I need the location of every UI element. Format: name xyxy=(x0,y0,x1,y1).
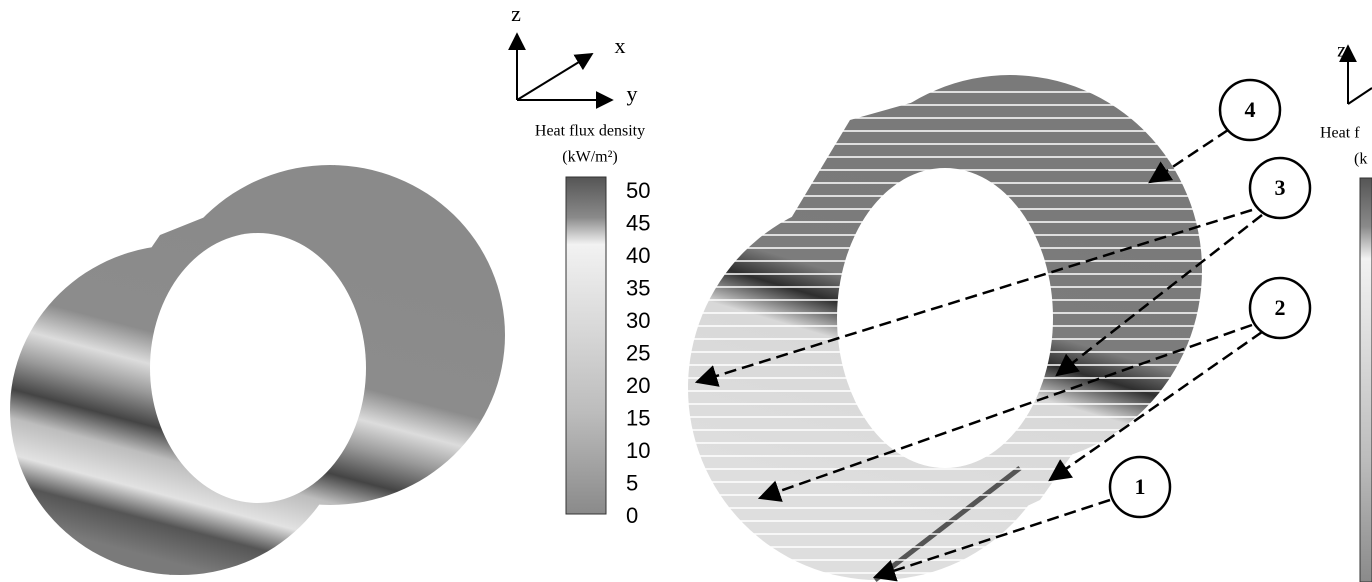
colorbar-unit: (kW/m²) xyxy=(562,149,617,166)
cropped-triad xyxy=(1348,46,1372,104)
callout-label: 4 xyxy=(1245,97,1256,122)
colorbar-tick-label: 25 xyxy=(626,340,650,365)
colorbar xyxy=(1360,178,1372,582)
colorbar-unit: (k xyxy=(1354,151,1367,168)
colorbar-tick-label: 10 xyxy=(626,438,650,463)
colorbar-tick-label: 40 xyxy=(626,243,650,268)
colorbar-title: Heat f xyxy=(1320,125,1360,142)
colorbar xyxy=(566,177,606,514)
colorbar-tick-label: 5 xyxy=(626,470,638,495)
colorbar-tick-label: 45 xyxy=(626,210,650,235)
axis-label: y xyxy=(627,81,638,106)
colorbar-tick-label: 35 xyxy=(626,275,650,300)
axis-label: x xyxy=(615,33,626,58)
colorbar-tick-label: 50 xyxy=(626,178,650,203)
axis-label: z xyxy=(511,1,521,26)
colorbar-tick-label: 15 xyxy=(626,405,650,430)
callout-label: 3 xyxy=(1275,175,1286,200)
colorbar-title: Heat flux density xyxy=(535,123,645,140)
callout-label: 2 xyxy=(1275,295,1286,320)
left-cylinder xyxy=(10,165,505,575)
callout-label: 1 xyxy=(1135,474,1146,499)
figure: z x y Heat flux density (kW/m²) 50454035… xyxy=(0,0,1372,582)
axis-triad xyxy=(517,34,612,100)
colorbar-tick-label: 0 xyxy=(626,503,638,528)
colorbar-tick-label: 30 xyxy=(626,308,650,333)
axis-label: z xyxy=(1337,40,1346,62)
colorbar-tick-label: 20 xyxy=(626,373,650,398)
